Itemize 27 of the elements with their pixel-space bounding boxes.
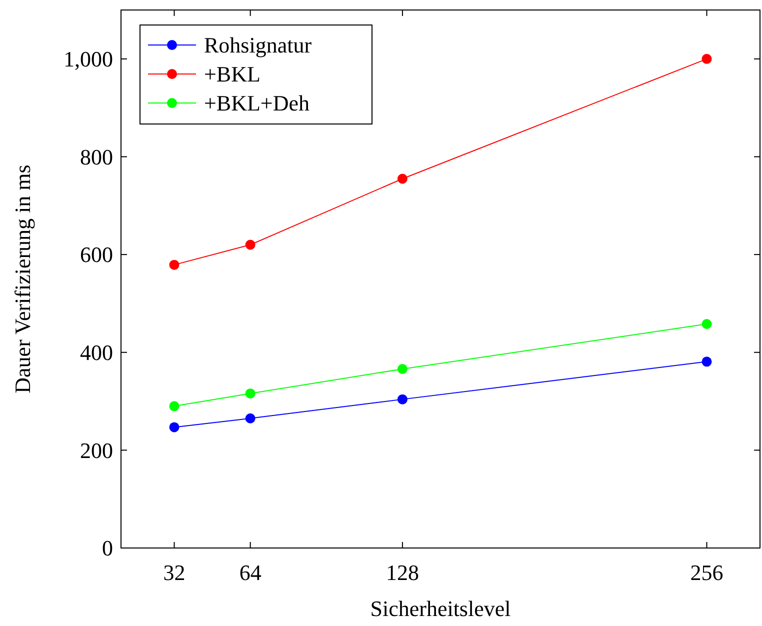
x-tick-label: 32 [163,560,186,585]
point [245,388,256,398]
x-tick-label: 64 [239,560,262,585]
y-tick-label: 1,000 [64,46,113,72]
point [245,413,256,424]
point [702,356,712,367]
point [245,240,256,250]
point [397,394,408,404]
x-tick-label: 128 [386,560,419,585]
y-tick-label: 800 [80,144,113,170]
point [702,318,712,329]
y-tick-label: 600 [80,242,113,268]
y-tick-label: 200 [80,438,113,463]
y-axis-title: Dauer Verifizierung in ms [10,164,35,394]
point [397,364,408,374]
y-tick-label: 0 [102,536,113,561]
legend-label: +BKL [204,62,260,87]
y-tick-label: 400 [80,340,113,366]
x-axis-title: Sicherheitslevel [370,596,511,621]
point [169,260,180,270]
point [169,401,180,412]
legend-label: Rohsignatur [204,32,312,58]
point [702,54,712,64]
x-tick-label: 256 [690,560,724,585]
legend-label: +BKL+Deh [204,90,310,116]
point [397,174,408,184]
point [169,422,180,432]
